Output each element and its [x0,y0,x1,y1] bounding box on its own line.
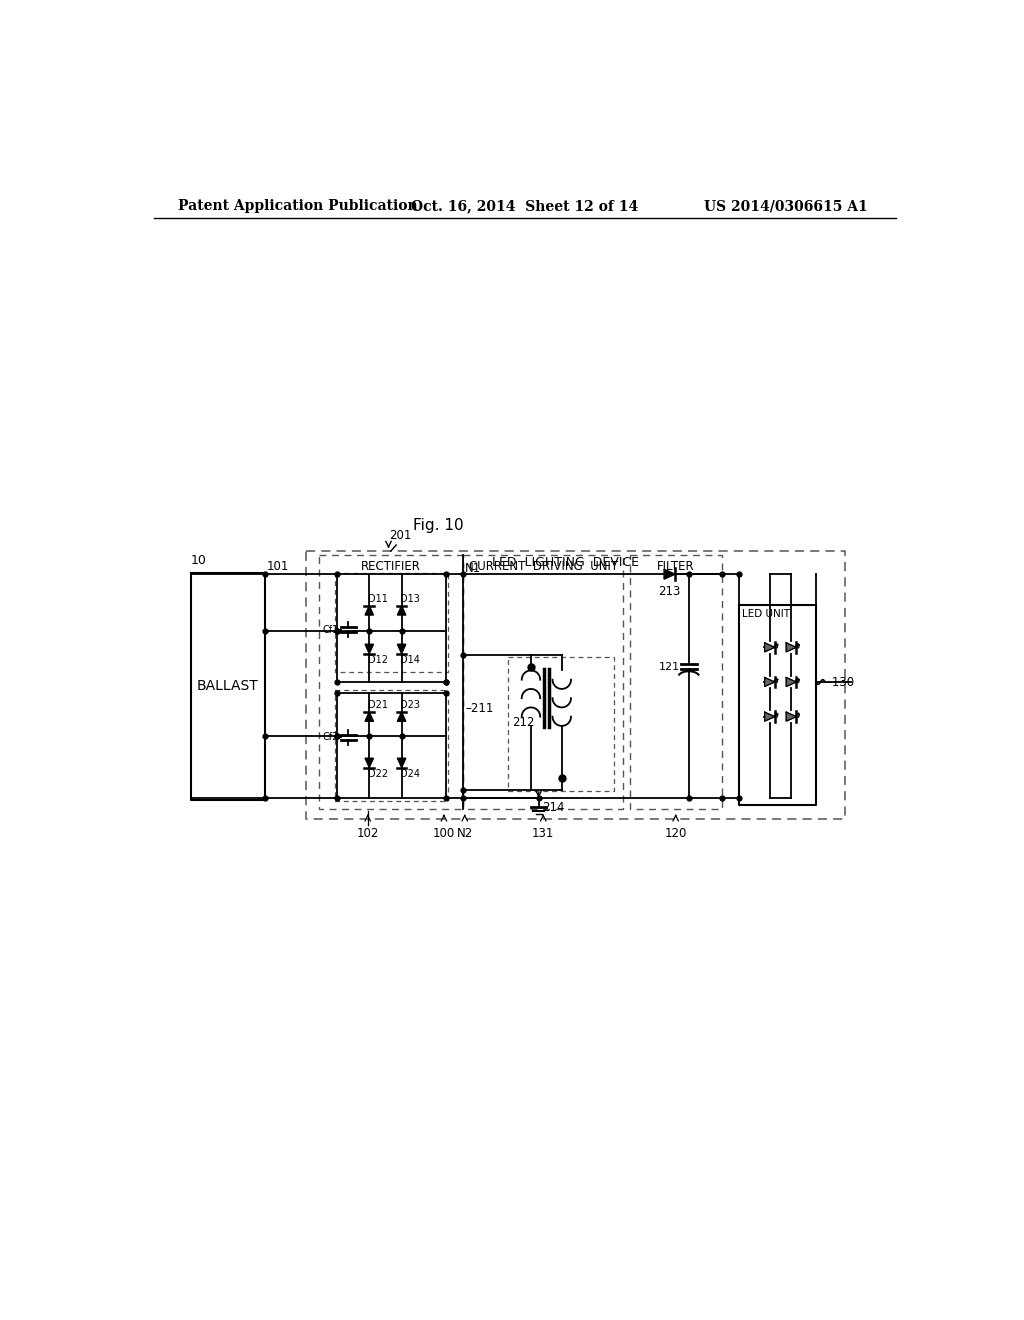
Text: D21: D21 [368,701,388,710]
Polygon shape [765,713,775,721]
Text: 102: 102 [356,826,379,840]
Polygon shape [365,711,374,721]
Text: LED UNIT: LED UNIT [742,609,790,619]
Text: N2: N2 [457,826,473,840]
Text: FILTER: FILTER [657,560,694,573]
Text: 213: 213 [658,585,681,598]
Text: D22: D22 [368,770,388,779]
Text: CURRENT  DRIVING  UNIT: CURRENT DRIVING UNIT [469,560,617,573]
Text: 131: 131 [532,826,554,840]
Polygon shape [664,569,675,579]
Polygon shape [786,713,797,721]
Text: 10: 10 [190,553,207,566]
Text: D12: D12 [368,655,388,665]
Text: 100: 100 [433,826,455,840]
Text: D14: D14 [400,655,420,665]
Text: RECTIFIER: RECTIFIER [360,560,421,573]
Polygon shape [765,677,775,686]
Text: –211: –211 [466,702,494,715]
Text: D24: D24 [400,770,420,779]
Text: 101: 101 [267,560,289,573]
Text: 212: 212 [512,715,535,729]
Text: Fig. 10: Fig. 10 [414,519,464,533]
Text: Cf1: Cf1 [323,624,339,635]
Text: 201: 201 [389,529,412,543]
Polygon shape [397,758,406,767]
Polygon shape [765,643,775,652]
Text: 121: 121 [658,661,680,672]
Polygon shape [365,606,374,615]
Text: D13: D13 [400,594,420,605]
Text: 120: 120 [665,826,687,840]
Text: US 2014/0306615 A1: US 2014/0306615 A1 [705,199,868,213]
Text: Oct. 16, 2014  Sheet 12 of 14: Oct. 16, 2014 Sheet 12 of 14 [412,199,638,213]
Text: N1: N1 [465,562,481,576]
Polygon shape [397,711,406,721]
Text: BALLAST: BALLAST [197,678,258,693]
Polygon shape [397,644,406,653]
Text: Cf2: Cf2 [323,733,339,742]
Polygon shape [786,677,797,686]
Polygon shape [365,758,374,767]
Polygon shape [365,644,374,653]
Text: D23: D23 [400,701,420,710]
Text: –130: –130 [826,676,855,689]
Polygon shape [397,606,406,615]
Text: Patent Application Publication: Patent Application Publication [178,199,418,213]
Text: D11: D11 [368,594,388,605]
Text: 214: 214 [543,801,565,814]
Text: LED  LIGHTING  DEVICE: LED LIGHTING DEVICE [493,556,639,569]
Polygon shape [786,643,797,652]
